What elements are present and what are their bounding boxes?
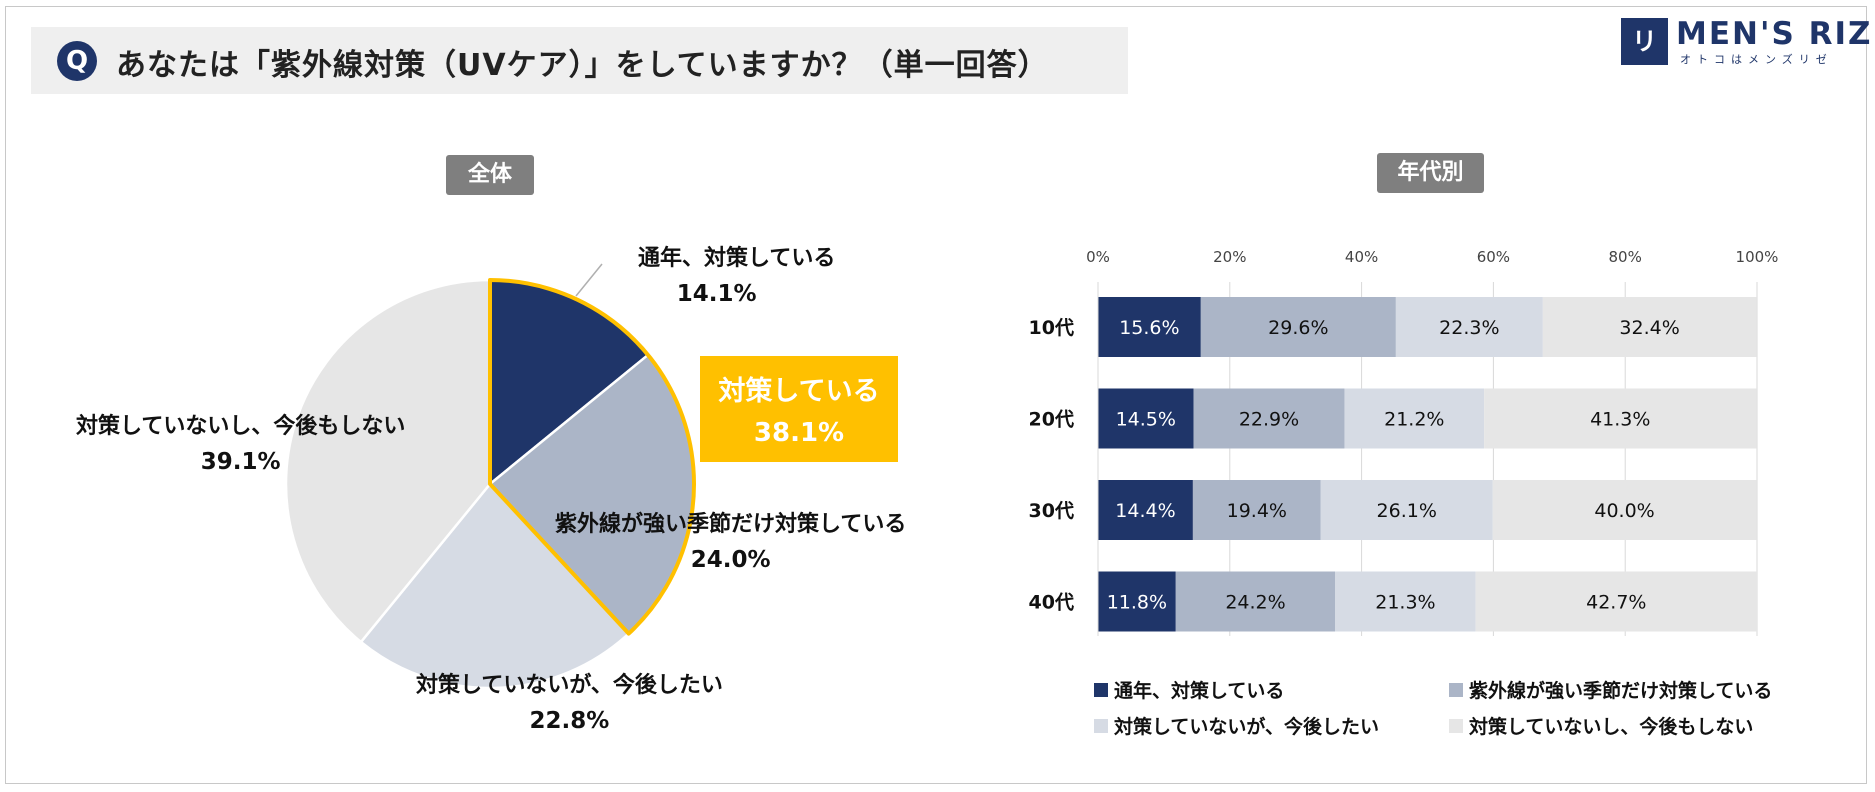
bar-data-label: 19.4% <box>1227 500 1287 522</box>
bar-segment <box>1344 388 1485 449</box>
bar-segment <box>1098 480 1193 540</box>
bar-data-label: 15.6% <box>1119 317 1179 339</box>
bar-data-label: 14.5% <box>1116 409 1176 431</box>
legend-item-year-round: 通年、対策している <box>1094 676 1284 703</box>
pie-label-value: 24.0% <box>690 547 771 573</box>
bar-data-label: 21.2% <box>1384 409 1444 431</box>
pie-label-will-not: 対策していないし、今後もしない 39.1% <box>76 408 405 475</box>
bar-segment <box>1320 480 1493 540</box>
pie-label-text: 対策していないが、今後したい <box>416 673 723 698</box>
pie-chart <box>284 263 696 690</box>
y-category-label: 30代 <box>1029 500 1074 522</box>
bar-segment <box>1492 480 1757 540</box>
pie-label-seasonal: 紫外線が強い季節だけ対策している 24.0% <box>555 506 906 573</box>
bar-data-label: 29.6% <box>1268 317 1328 339</box>
slide-frame <box>5 6 1867 784</box>
bar-segment <box>1484 388 1757 449</box>
pie-slice <box>359 482 631 690</box>
bar-segment <box>1098 571 1176 632</box>
bar-section-tag: 年代別 <box>1377 153 1484 193</box>
brand-logo-subtitle: オトコはメンズリゼ <box>1680 53 1833 66</box>
x-tick-label: 80% <box>1609 248 1642 266</box>
bar-data-label: 21.3% <box>1375 592 1435 614</box>
bar-data-label: 26.1% <box>1377 500 1437 522</box>
x-tick-label: 0% <box>1086 248 1110 266</box>
bar-segment <box>1475 571 1757 632</box>
pie-label-value: 22.8% <box>529 708 610 734</box>
pie-label-year-round: 通年、対策している 14.1% <box>638 240 835 307</box>
bar-segment <box>1542 297 1757 357</box>
legend-swatch <box>1449 682 1463 697</box>
callout-label: 対策している <box>718 376 880 407</box>
pie-label-text: 紫外線が強い季節だけ対策している <box>555 512 907 537</box>
legend-label: 通年、対策している <box>1114 680 1285 702</box>
x-tick-label: 20% <box>1213 248 1246 266</box>
bar-data-label: 41.3% <box>1590 409 1650 431</box>
legend-swatch <box>1094 718 1108 733</box>
brand-logo-title: MEN'S RIZE <box>1676 16 1875 52</box>
bar-segment <box>1098 388 1194 449</box>
x-tick-label: 100% <box>1736 248 1779 266</box>
stacked-bar-chart: 0% 20% 40% 60% 80% 100% 10代 15.6% 29.6% 22.3% 32.4… <box>1029 248 1779 636</box>
bar-data-label: 24.2% <box>1225 592 1285 614</box>
bar-data-label: 40.0% <box>1594 500 1654 522</box>
bar-data-label: 11.8% <box>1107 592 1167 614</box>
bar-segment <box>1175 571 1336 632</box>
pie-label-value: 39.1% <box>200 449 281 475</box>
bar-data-label: 22.3% <box>1439 317 1499 339</box>
bar-data-label: 14.4% <box>1115 500 1175 522</box>
legend-swatch <box>1094 682 1108 697</box>
brand-logo-mark: リゼ <box>1621 18 1668 103</box>
question-text: あなたは「紫外線対策（UVケア）」をしていますか？（単一回答） <box>116 48 1049 83</box>
pie-slice <box>284 278 492 644</box>
legend-label: 対策していないが、今後したい <box>1114 716 1380 738</box>
y-category-label: 40代 <box>1029 592 1074 614</box>
pie-label-text: 対策していないし、今後もしない <box>76 414 406 439</box>
pie-leader-line <box>575 263 603 297</box>
bar-segment <box>1395 297 1543 357</box>
y-category-label: 10代 <box>1029 317 1074 339</box>
bar-segment <box>1192 480 1321 540</box>
bar-data-label: 42.7% <box>1586 592 1646 614</box>
question-badge: Q <box>57 41 97 81</box>
legend-swatch <box>1449 718 1463 733</box>
measures-callout: 対策している 38.1% <box>700 356 898 462</box>
bar-data-label: 32.4% <box>1619 317 1679 339</box>
legend-label: 対策していないし、今後もしない <box>1469 716 1754 738</box>
bar-data-label: 22.9% <box>1239 409 1299 431</box>
x-tick-label: 40% <box>1345 248 1378 266</box>
question-bar <box>31 27 1128 94</box>
x-tick-label: 60% <box>1477 248 1510 266</box>
pie-label-want-to: 対策していないが、今後したい 22.8% <box>416 667 723 734</box>
bar-segment <box>1193 388 1345 449</box>
pie-label-value: 14.1% <box>676 281 757 307</box>
legend-item-will-not: 対策していないし、今後もしない <box>1449 712 1753 739</box>
bar-segment <box>1098 297 1201 357</box>
legend-label: 紫外線が強い季節だけ対策している <box>1469 680 1773 702</box>
bar-segment <box>1200 297 1396 357</box>
legend-item-seasonal: 紫外線が強い季節だけ対策している <box>1449 676 1772 703</box>
y-category-label: 20代 <box>1029 409 1074 431</box>
bar-segment <box>1335 571 1476 632</box>
pie-highlight-outline <box>488 278 696 636</box>
legend-item-want-to: 対策していないが、今後したい <box>1094 712 1379 739</box>
pie-label-text: 通年、対策している <box>638 246 836 271</box>
pie-section-tag: 全体 <box>446 155 534 195</box>
callout-value: 38.1% <box>753 418 845 448</box>
